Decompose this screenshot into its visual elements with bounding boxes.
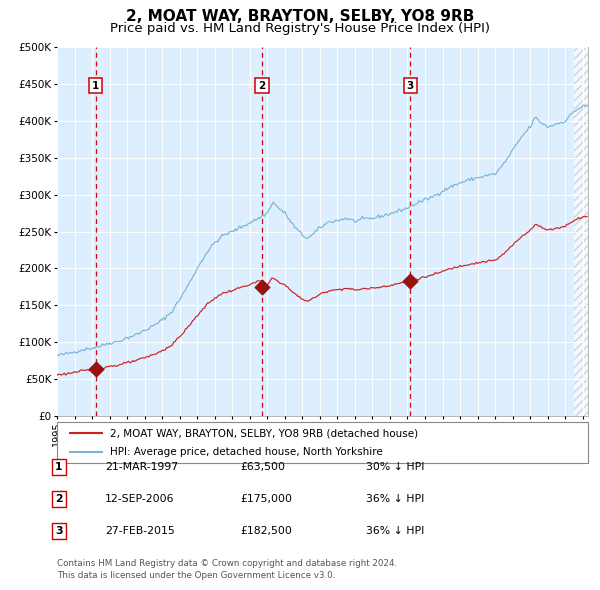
- Text: HPI: Average price, detached house, North Yorkshire: HPI: Average price, detached house, Nort…: [110, 447, 383, 457]
- Point: [257, 282, 267, 291]
- Point: [91, 365, 101, 374]
- Text: 36% ↓ HPI: 36% ↓ HPI: [366, 526, 424, 536]
- Text: 1: 1: [92, 81, 100, 90]
- Text: £175,000: £175,000: [240, 494, 292, 503]
- Point: [406, 277, 415, 286]
- Text: 21-MAR-1997: 21-MAR-1997: [105, 463, 178, 472]
- Text: 2, MOAT WAY, BRAYTON, SELBY, YO8 9RB (detached house): 2, MOAT WAY, BRAYTON, SELBY, YO8 9RB (de…: [110, 428, 418, 438]
- Text: 36% ↓ HPI: 36% ↓ HPI: [366, 494, 424, 503]
- Text: 12-SEP-2006: 12-SEP-2006: [105, 494, 175, 503]
- Text: Price paid vs. HM Land Registry's House Price Index (HPI): Price paid vs. HM Land Registry's House …: [110, 22, 490, 35]
- Text: 2, MOAT WAY, BRAYTON, SELBY, YO8 9RB: 2, MOAT WAY, BRAYTON, SELBY, YO8 9RB: [126, 9, 474, 24]
- Text: 2: 2: [55, 494, 62, 503]
- Text: 1: 1: [55, 463, 62, 472]
- Text: 30% ↓ HPI: 30% ↓ HPI: [366, 463, 425, 472]
- Text: 3: 3: [55, 526, 62, 536]
- Text: £63,500: £63,500: [240, 463, 285, 472]
- Text: 2: 2: [259, 81, 266, 90]
- Text: 27-FEB-2015: 27-FEB-2015: [105, 526, 175, 536]
- Text: This data is licensed under the Open Government Licence v3.0.: This data is licensed under the Open Gov…: [57, 571, 335, 580]
- Text: Contains HM Land Registry data © Crown copyright and database right 2024.: Contains HM Land Registry data © Crown c…: [57, 559, 397, 568]
- Text: £182,500: £182,500: [240, 526, 292, 536]
- Text: 3: 3: [406, 81, 414, 90]
